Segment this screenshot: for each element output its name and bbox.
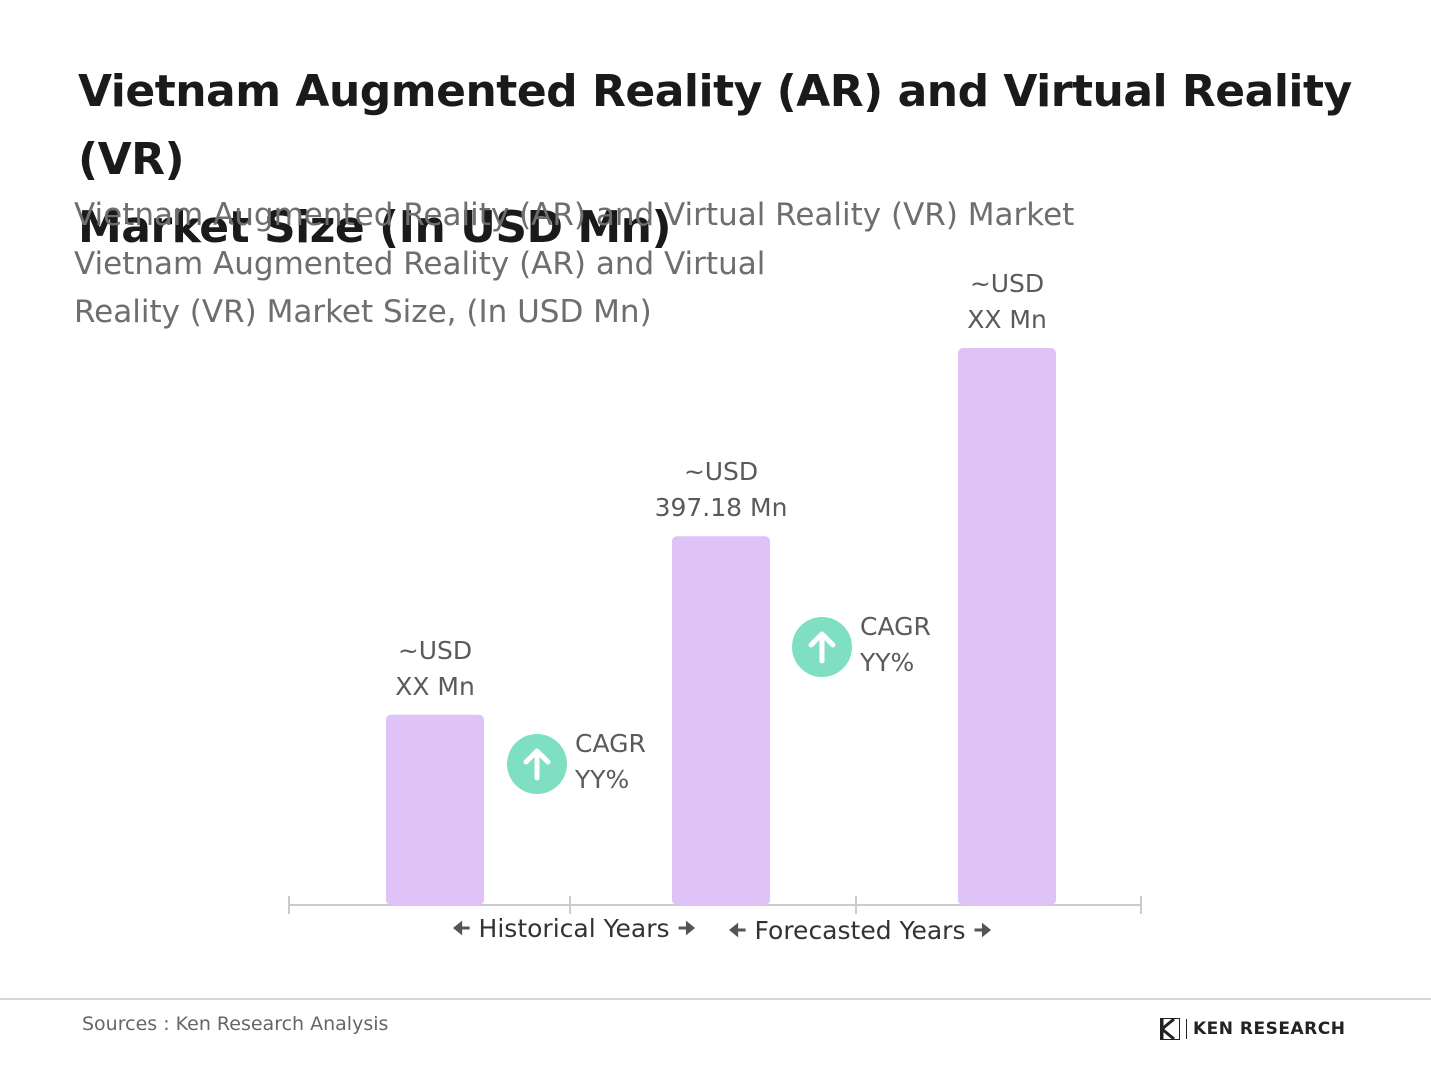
bar-value-label-2: ~USD 397.18 Mn: [621, 454, 821, 526]
cagr-label-2: CAGR YY%: [860, 609, 931, 681]
arrow-left-icon: 🠈: [728, 918, 747, 942]
arrow-up-icon: [792, 617, 852, 677]
cagr-title: CAGR: [575, 729, 646, 758]
cagr-label-1: CAGR YY%: [575, 726, 646, 798]
period-forecast: 🠈 Forecasted Years 🠊: [728, 916, 992, 952]
bar-value-prefix: ~USD: [969, 269, 1045, 298]
subtitle-line-2: Vietnam Augmented Reality (AR) and Virtu…: [74, 246, 766, 282]
ken-research-logo: KEN RESEARCH: [1160, 1016, 1345, 1042]
subtitle-line-1: Vietnam Augmented Reality (AR) and Virtu…: [74, 197, 1075, 233]
arrow-right-icon: 🠊: [973, 918, 993, 942]
bar-value-amount: XX Mn: [967, 305, 1047, 334]
arrow-right-icon: 🠊: [677, 916, 697, 940]
period-historical: 🠈 Historical Years 🠊: [452, 914, 696, 950]
bar-value-label-1: ~USD XX Mn: [335, 633, 535, 705]
logo-text: KEN RESEARCH: [1193, 1019, 1346, 1039]
cagr-title: CAGR: [860, 612, 931, 641]
chart-title: Vietnam Augmented Reality (AR) and Virtu…: [78, 58, 1378, 262]
source-note: Sources : Ken Research Analysis: [82, 1013, 389, 1035]
arrow-up-icon: [507, 734, 567, 794]
bar-value-prefix: ~USD: [683, 457, 759, 487]
bar-value-prefix: ~USD: [397, 635, 473, 665]
bar-2: [672, 536, 770, 905]
bar-value-amount: XX Mn: [395, 671, 475, 701]
title-line-1: Vietnam Augmented Reality (AR) and Virtu…: [78, 66, 1352, 185]
logo-divider: [1186, 1019, 1187, 1039]
bar-value-amount: 397.18 Mn: [654, 493, 788, 523]
bar-1: [386, 714, 484, 905]
cagr-value: YY%: [575, 765, 630, 794]
bar-3: [958, 348, 1056, 905]
subtitle-line-3: Reality (VR) Market Size, (In USD Mn): [74, 294, 652, 330]
logo-mark-icon: [1160, 1018, 1180, 1040]
footer-divider: [0, 998, 1431, 1000]
bar-value-label-3: ~USD XX Mn: [907, 266, 1107, 338]
arrow-left-icon: 🠈: [452, 916, 471, 940]
period-historical-label: Historical Years: [478, 914, 670, 943]
period-forecast-label: Forecasted Years: [754, 916, 966, 945]
cagr-value: YY%: [860, 648, 915, 677]
title-line-2: Market Size (In USD Mn): [78, 202, 672, 253]
